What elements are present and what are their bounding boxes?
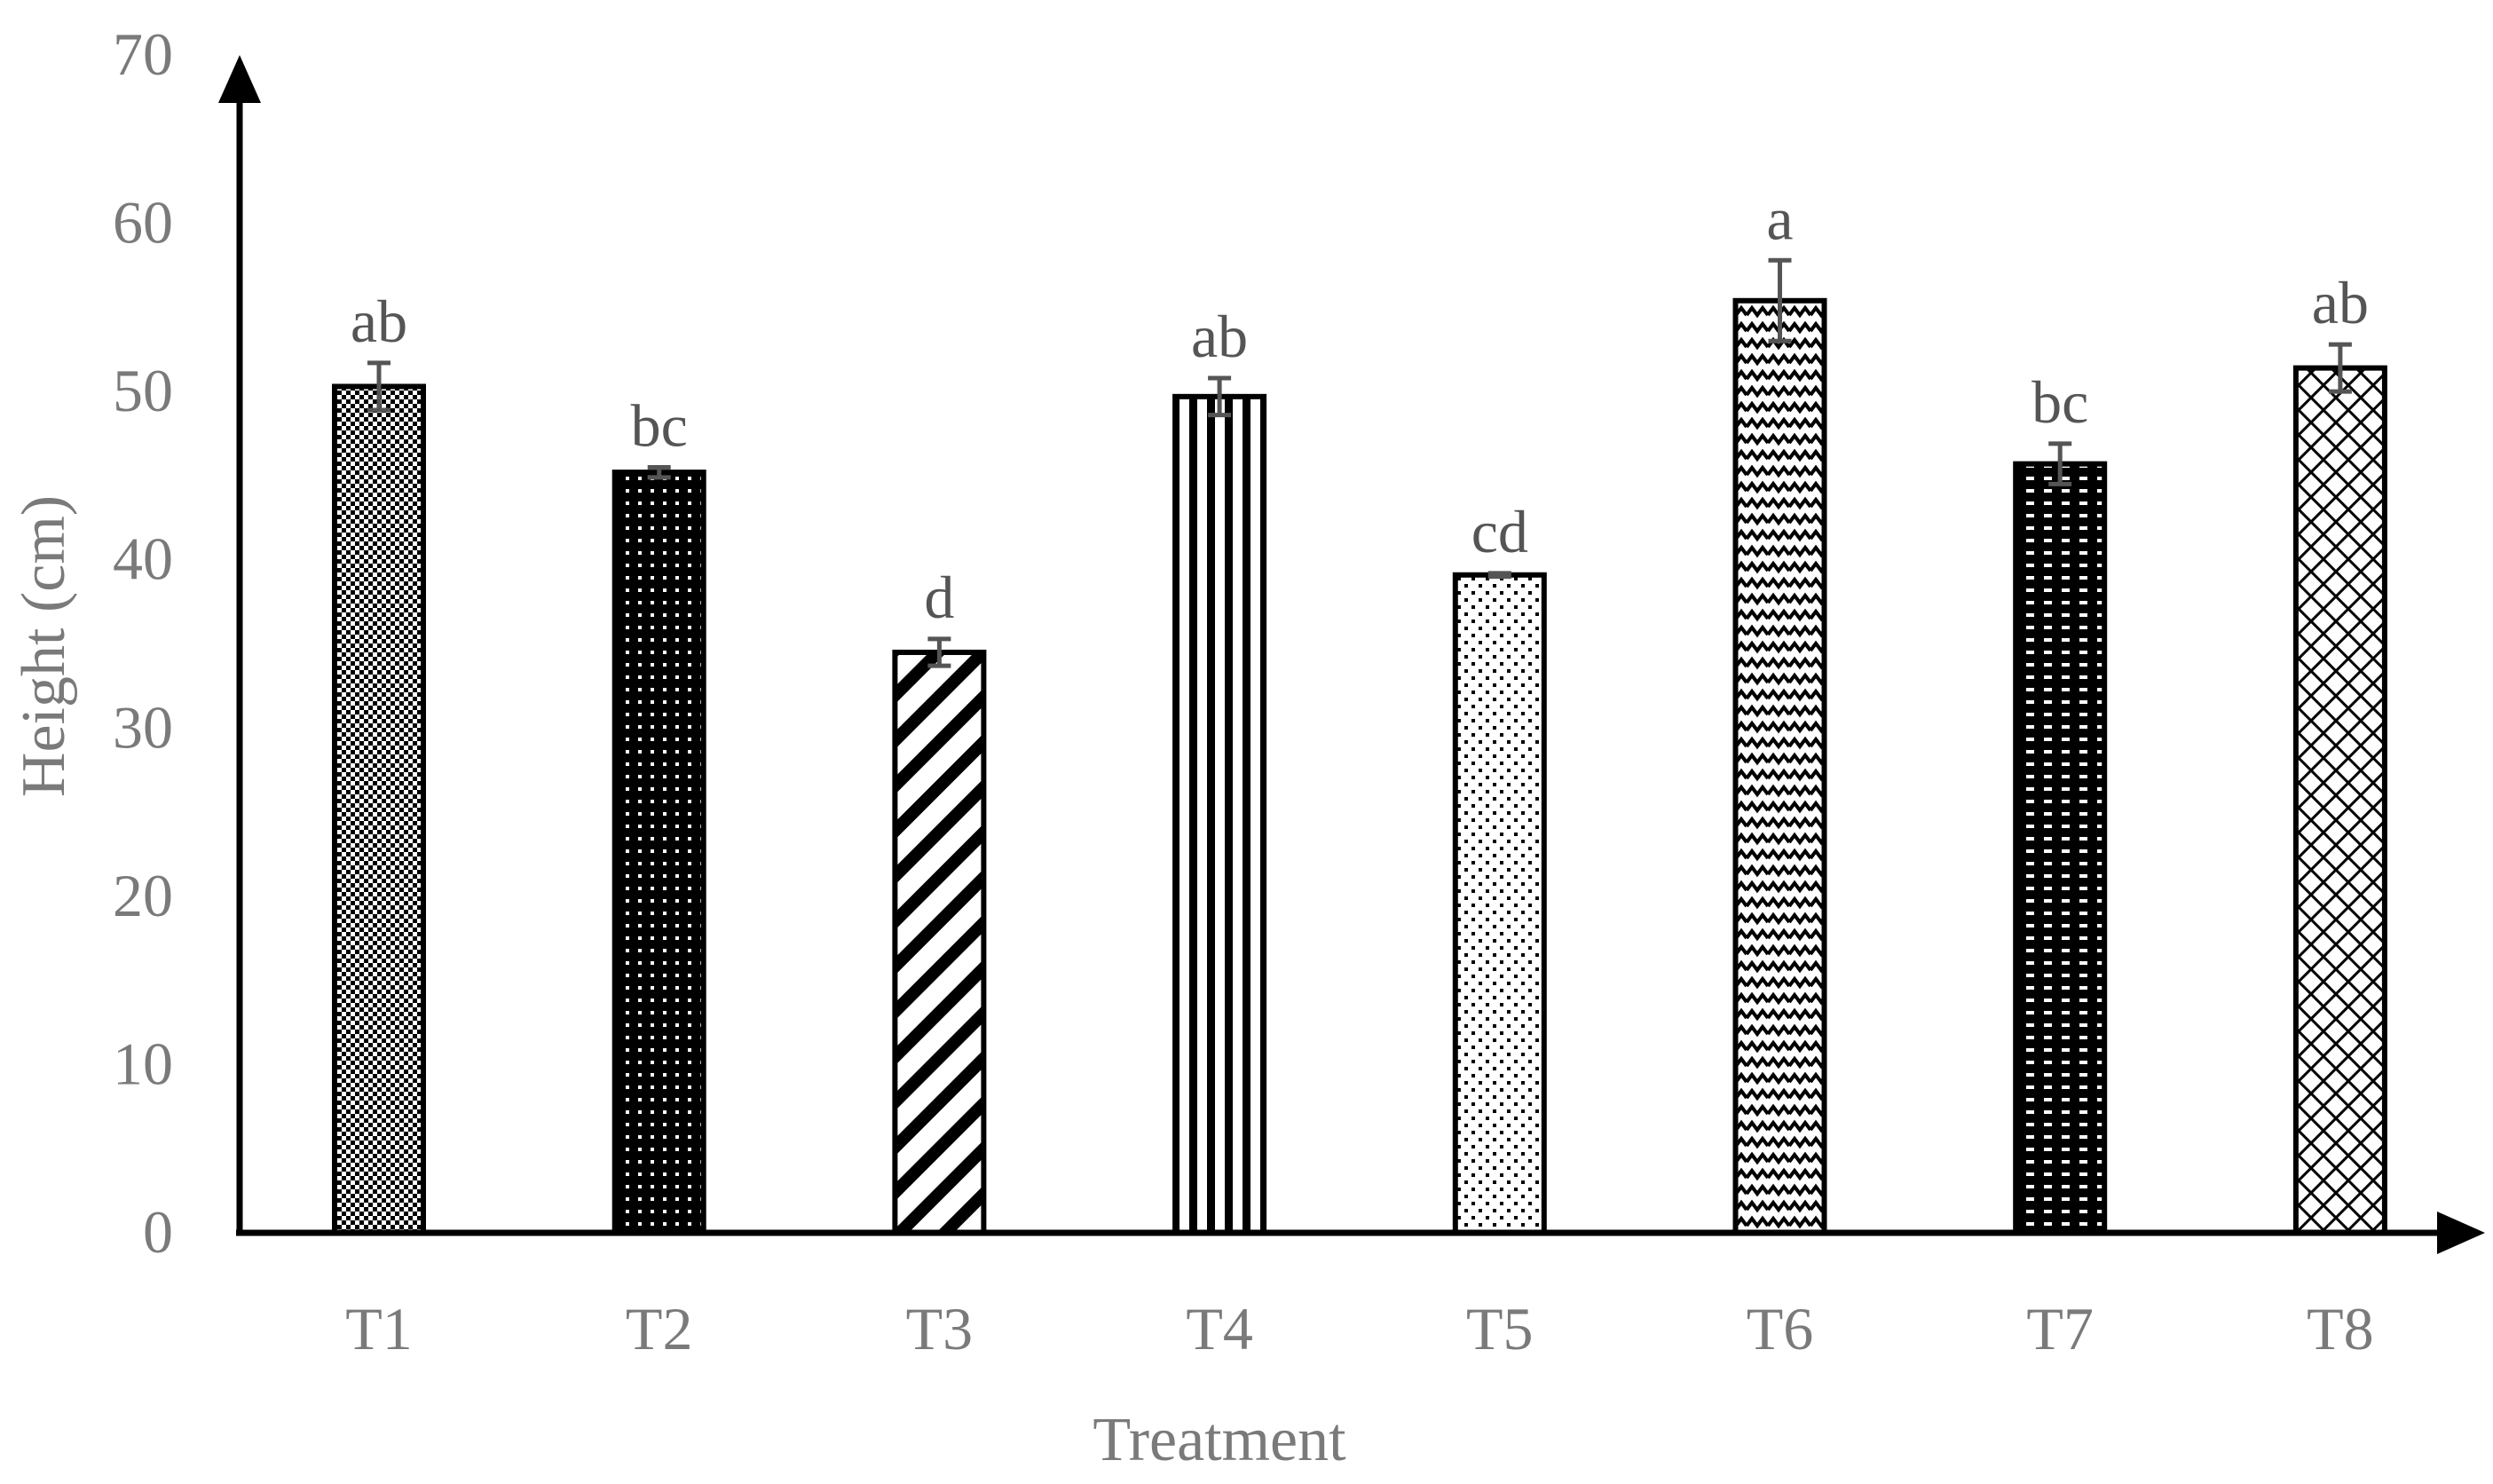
error-bar-t4 [1208,375,1232,418]
x-tick-label-t8: T8 [2307,1295,2374,1362]
y-tick-label-60: 60 [113,189,173,257]
error-bar-t2 [647,464,671,480]
error-bar-t8 [2328,342,2352,394]
x-tick-label-t1: T1 [345,1295,413,1362]
significance-label-t6: a [1766,185,1793,252]
error-bar-t7 [2048,441,2072,486]
significance-label-t3: d [924,564,954,631]
y-tick-label-0: 0 [143,1198,173,1266]
significance-labels: ab bc d ab cd a bc ab [351,185,2369,631]
bar-t6 [1732,297,1827,1235]
bar-t8 [2292,365,2387,1235]
y-axis-arrowhead [218,55,261,103]
y-tick-label-50: 50 [113,357,173,424]
x-tick-label-t7: T7 [2026,1295,2094,1362]
error-bar-t3 [927,636,951,668]
y-tick-label-10: 10 [113,1030,173,1097]
error-bar-t1 [367,360,391,413]
x-tick-label-t6: T6 [1747,1295,1814,1362]
significance-label-t4: ab [1191,303,1248,370]
bar-t3 [892,649,987,1235]
x-axis-arrowhead [2437,1212,2485,1254]
y-tick-label-20: 20 [113,862,173,929]
bar-t5 [1452,572,1547,1235]
significance-label-t7: bc [2031,368,2088,436]
y-tick-label-70: 70 [113,20,173,88]
x-tick-label-t2: T2 [626,1295,693,1362]
significance-label-t2: bc [631,391,688,459]
y-axis-title: Height (cm) [10,495,78,797]
error-bar-t6 [1768,257,1792,343]
x-tick-label-t3: T3 [906,1295,974,1362]
x-tick-label-t5: T5 [1466,1295,1534,1362]
y-tick-label-40: 40 [113,525,173,593]
bar-t1 [332,383,426,1236]
significance-label-t5: cd [1471,498,1528,565]
x-tick-labels: T1 T2 T3 T4 T5 T6 T7 T8 [345,1295,2373,1362]
y-tick-labels: 0 10 20 30 40 50 60 70 [113,20,173,1266]
error-bars [367,257,2352,668]
significance-label-t1: ab [351,288,407,355]
y-tick-label-30: 30 [113,693,173,761]
x-axis-title: Treatment [1093,1406,1346,1474]
axes [218,55,2485,1254]
bar-t2 [611,470,706,1235]
significance-label-t8: ab [2312,269,2369,336]
bar-t4 [1172,393,1267,1235]
bar-t7 [2013,461,2108,1235]
x-tick-label-t4: T4 [1186,1295,1253,1362]
error-bar-t5 [1487,571,1511,580]
